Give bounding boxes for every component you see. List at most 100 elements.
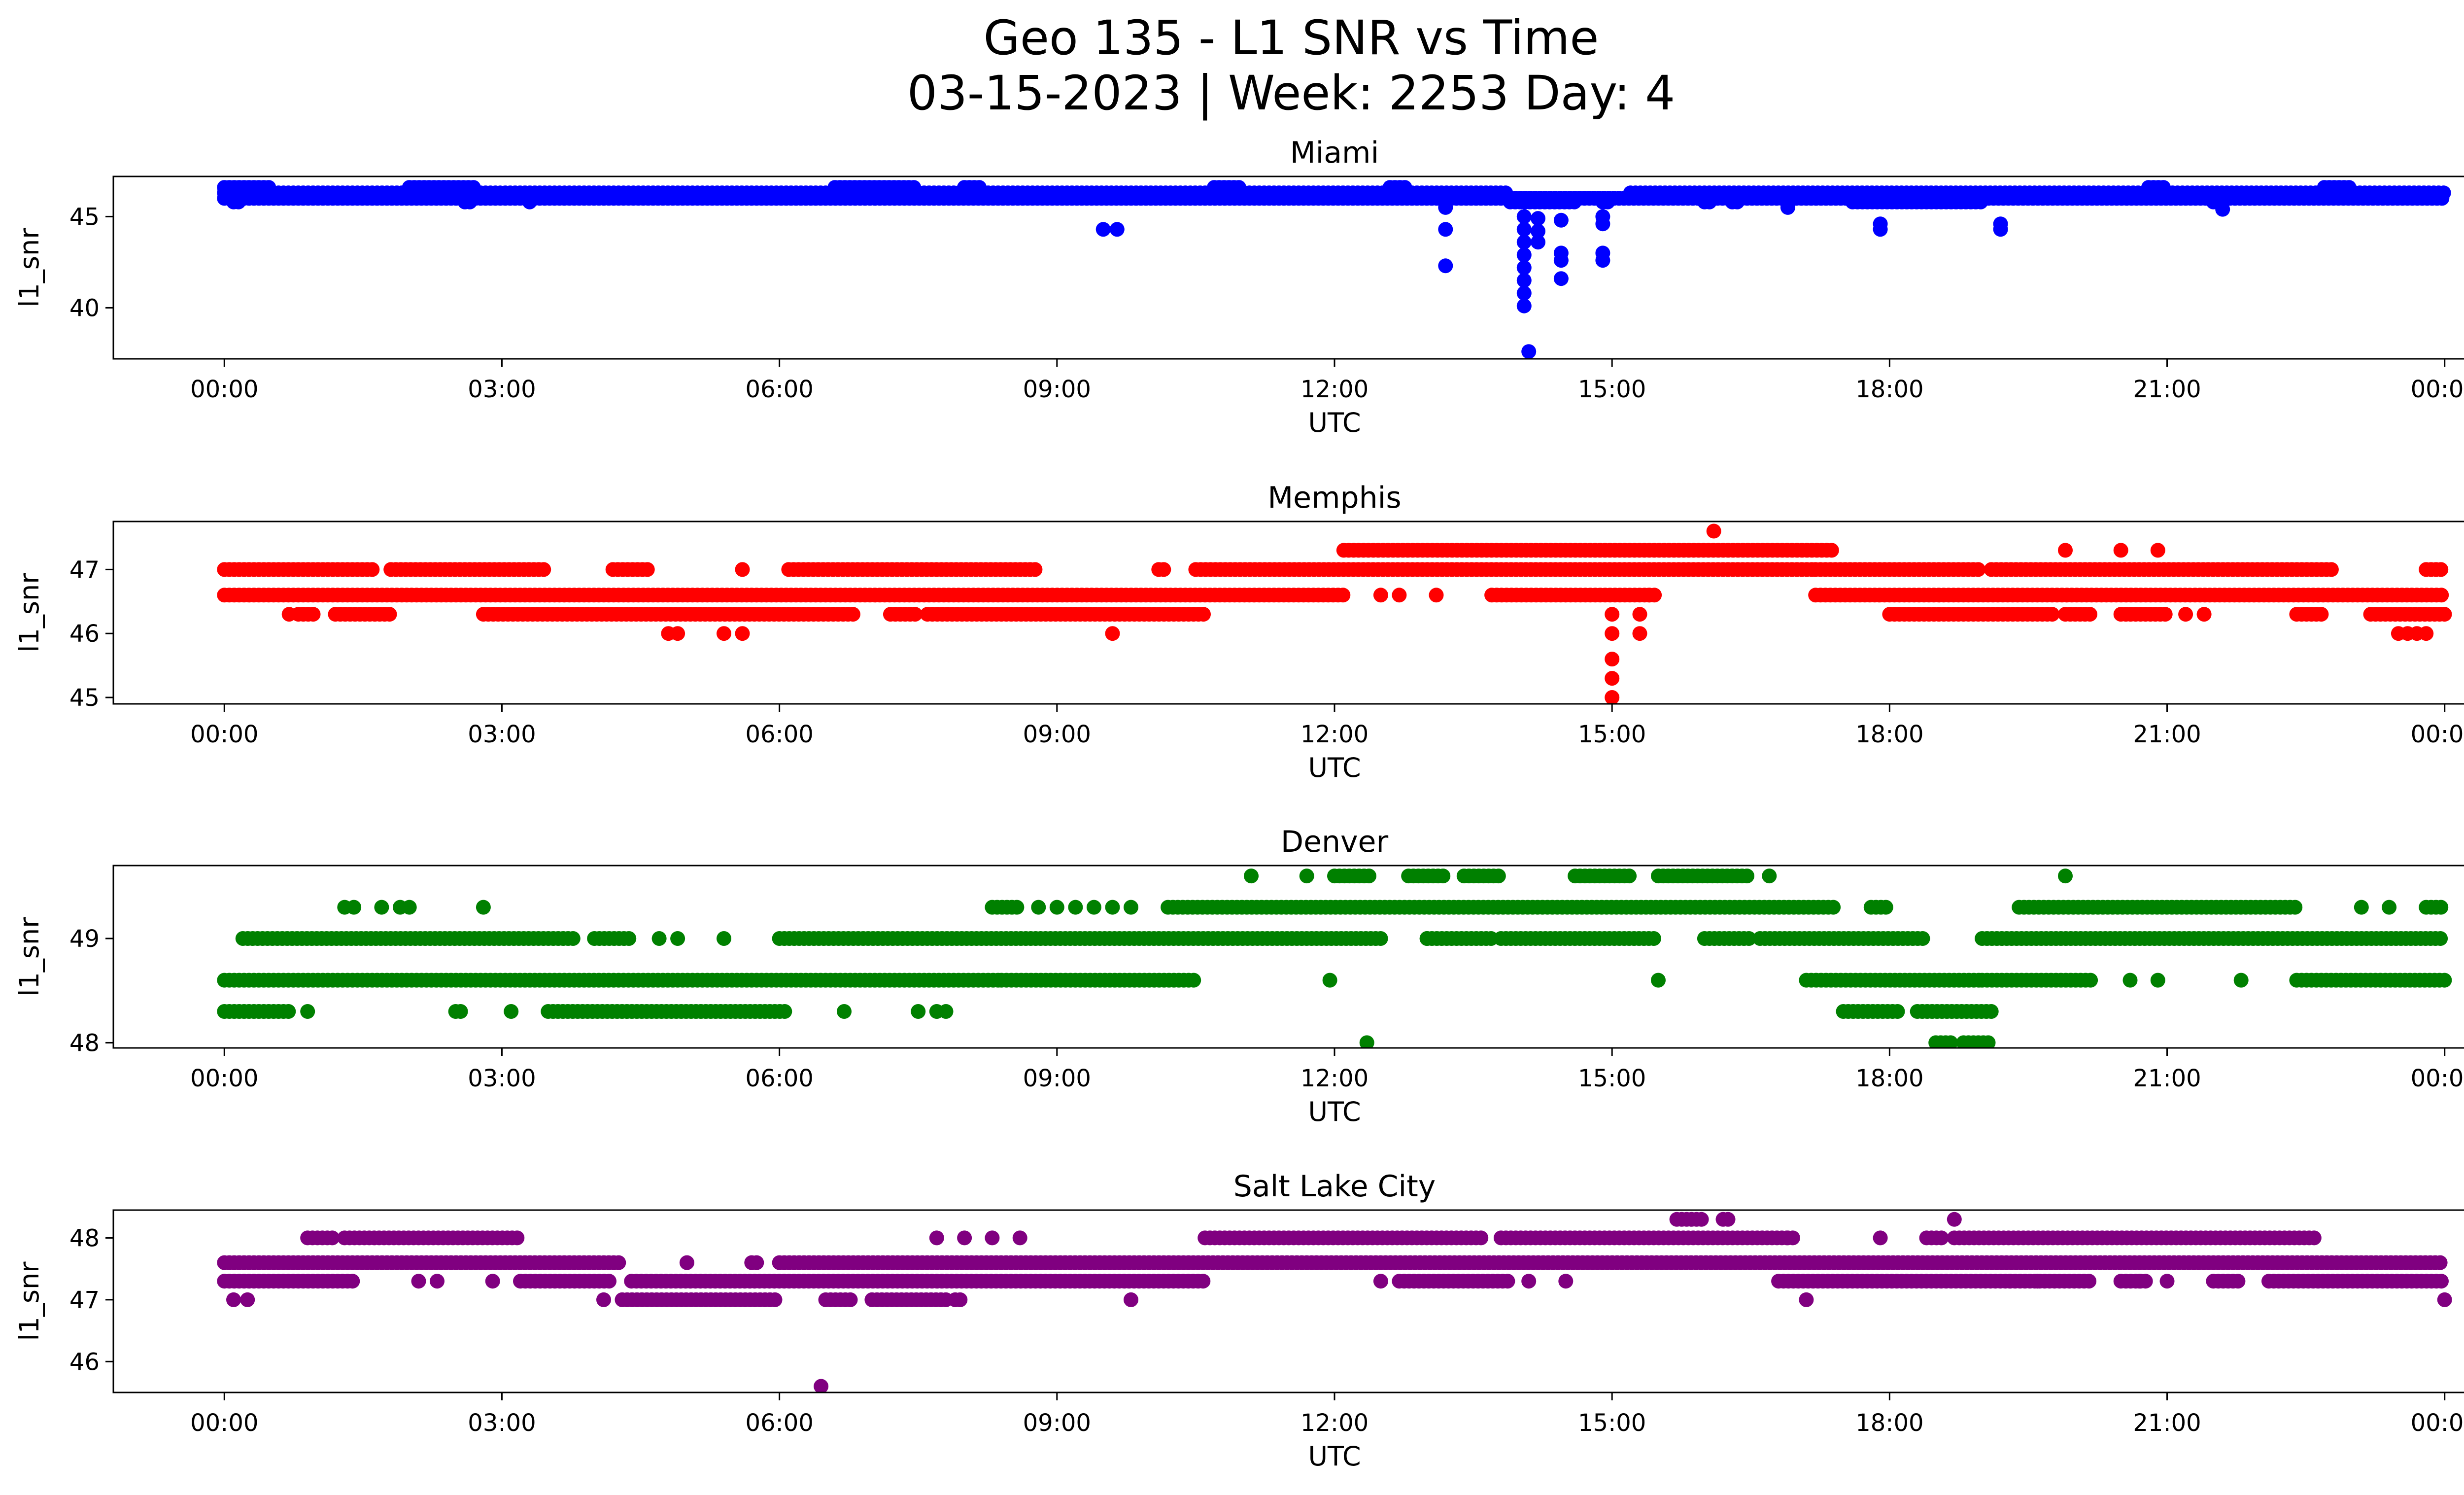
data-point bbox=[1124, 900, 1138, 915]
data-point bbox=[1196, 1274, 1211, 1289]
data-point bbox=[735, 562, 750, 577]
data-point bbox=[1553, 271, 1569, 286]
data-point bbox=[2122, 973, 2138, 988]
data-point bbox=[1009, 900, 1025, 915]
data-point bbox=[1335, 588, 1351, 603]
x-tick-label: 21:00 bbox=[2133, 1409, 2201, 1437]
x-tick-label: 12:00 bbox=[1300, 376, 1369, 403]
data-point bbox=[1762, 869, 1777, 884]
data-point bbox=[300, 1004, 315, 1019]
x-tick-label: 06:00 bbox=[745, 1065, 813, 1092]
data-point bbox=[2082, 1274, 2097, 1289]
scatter-points bbox=[217, 1212, 2452, 1392]
data-point bbox=[1516, 209, 1532, 224]
data-point bbox=[1799, 1292, 1814, 1307]
data-point bbox=[929, 1230, 944, 1246]
data-point bbox=[1632, 607, 1647, 622]
data-point bbox=[1031, 900, 1046, 915]
data-point bbox=[972, 180, 987, 195]
data-point bbox=[1362, 869, 1376, 884]
data-point bbox=[1012, 1230, 1027, 1246]
y-tick-label: 48 bbox=[69, 1224, 100, 1252]
x-tick-label: 18:00 bbox=[1855, 721, 1923, 748]
x-tick-label: 21:00 bbox=[2133, 1065, 2201, 1092]
data-point bbox=[1595, 253, 1610, 268]
data-point bbox=[2434, 1274, 2449, 1289]
data-point bbox=[374, 900, 389, 915]
x-tick-label: 00:00 bbox=[2411, 1065, 2464, 1092]
data-point bbox=[2433, 562, 2449, 577]
data-point bbox=[476, 900, 491, 915]
data-point bbox=[1232, 180, 1246, 195]
data-point bbox=[2288, 900, 2303, 915]
data-point bbox=[240, 1292, 255, 1307]
x-tick-label: 03:00 bbox=[468, 1409, 536, 1437]
data-point bbox=[1186, 973, 1201, 988]
x-tick-label: 12:00 bbox=[1300, 1409, 1369, 1437]
data-point bbox=[1124, 1292, 1138, 1307]
x-tick-label: 18:00 bbox=[1855, 376, 1923, 403]
data-point bbox=[1438, 258, 1453, 274]
x-tick-label: 15:00 bbox=[1578, 721, 1646, 748]
data-point bbox=[2382, 900, 2397, 915]
y-tick-label: 47 bbox=[69, 556, 100, 584]
data-point bbox=[679, 1255, 694, 1270]
data-point bbox=[1516, 260, 1532, 275]
data-point bbox=[1322, 973, 1337, 988]
data-point bbox=[1438, 222, 1453, 237]
data-point bbox=[2419, 626, 2434, 641]
x-tick-label: 00:00 bbox=[190, 721, 258, 748]
data-point bbox=[1934, 1230, 1949, 1246]
data-point bbox=[2150, 973, 2165, 988]
data-point bbox=[1651, 973, 1666, 988]
data-point bbox=[1109, 222, 1125, 237]
y-tick-label: 49 bbox=[69, 925, 100, 953]
data-point bbox=[2215, 202, 2230, 217]
data-point bbox=[2150, 543, 2165, 558]
data-point bbox=[1531, 224, 1545, 239]
data-point bbox=[1491, 869, 1506, 884]
data-point bbox=[2045, 607, 2060, 622]
data-point bbox=[1397, 180, 1412, 195]
data-point bbox=[1521, 1274, 1537, 1289]
data-point bbox=[345, 1274, 360, 1289]
data-point bbox=[325, 1230, 340, 1246]
data-point bbox=[670, 931, 685, 946]
data-point bbox=[2233, 973, 2249, 988]
data-point bbox=[1720, 1212, 1736, 1227]
scatter-points bbox=[217, 523, 2452, 704]
data-point bbox=[1531, 211, 1545, 226]
y-axis-label: l1_snr bbox=[14, 917, 45, 997]
data-point bbox=[1156, 562, 1171, 577]
data-point bbox=[1878, 900, 1893, 915]
x-tick-label: 00:00 bbox=[2411, 1409, 2464, 1437]
axes-frame bbox=[112, 521, 2464, 705]
data-point bbox=[596, 1292, 611, 1307]
data-point bbox=[717, 931, 731, 946]
data-point bbox=[1785, 1230, 1800, 1246]
data-point bbox=[2433, 900, 2449, 915]
data-point bbox=[1826, 900, 1841, 915]
data-point bbox=[1419, 931, 1435, 946]
y-tick-label: 45 bbox=[69, 203, 100, 231]
data-point bbox=[651, 931, 667, 946]
data-point bbox=[1984, 1004, 1999, 1019]
data-point bbox=[1642, 588, 1657, 603]
data-point bbox=[2058, 543, 2073, 558]
data-point bbox=[2436, 185, 2451, 201]
data-point bbox=[1780, 200, 1795, 215]
data-point bbox=[907, 607, 923, 622]
data-point bbox=[837, 1004, 852, 1019]
data-point bbox=[453, 1004, 468, 1019]
x-axis-label: UTC bbox=[1308, 1096, 1361, 1127]
data-point bbox=[2113, 543, 2128, 558]
data-point bbox=[1890, 1004, 1905, 1019]
data-point bbox=[1105, 626, 1120, 641]
data-point bbox=[906, 180, 922, 195]
x-tick-label: 00:00 bbox=[190, 1065, 258, 1092]
scatter-points bbox=[217, 180, 2451, 359]
data-point bbox=[1824, 543, 1839, 558]
data-point bbox=[1553, 212, 1569, 228]
data-point bbox=[2314, 607, 2329, 622]
data-point bbox=[2083, 973, 2098, 988]
